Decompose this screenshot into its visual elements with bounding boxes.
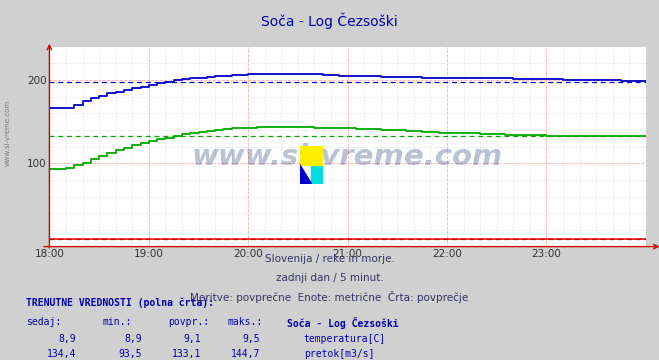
Text: 134,4: 134,4 bbox=[46, 349, 76, 359]
Text: Slovenija / reke in morje.: Slovenija / reke in morje. bbox=[264, 254, 395, 264]
Text: Soča - Log Čezsoški: Soča - Log Čezsoški bbox=[287, 317, 398, 329]
Text: zadnji dan / 5 minut.: zadnji dan / 5 minut. bbox=[275, 273, 384, 283]
Text: 133,1: 133,1 bbox=[171, 349, 201, 359]
Text: 9,1: 9,1 bbox=[183, 334, 201, 344]
Text: www.si-vreme.com: www.si-vreme.com bbox=[192, 143, 503, 171]
Text: TRENUTNE VREDNOSTI (polna črta):: TRENUTNE VREDNOSTI (polna črta): bbox=[26, 297, 214, 307]
Polygon shape bbox=[300, 165, 312, 184]
Text: temperatura[C]: temperatura[C] bbox=[304, 334, 386, 344]
Text: Meritve: povprečne  Enote: metrične  Črta: povprečje: Meritve: povprečne Enote: metrične Črta:… bbox=[190, 291, 469, 303]
Text: min.:: min.: bbox=[102, 317, 132, 327]
Text: Soča - Log Čezsoški: Soča - Log Čezsoški bbox=[261, 13, 398, 29]
Text: maks.:: maks.: bbox=[227, 317, 262, 327]
Text: 9,5: 9,5 bbox=[243, 334, 260, 344]
Text: 93,5: 93,5 bbox=[118, 349, 142, 359]
Bar bbox=[300, 146, 312, 165]
Text: pretok[m3/s]: pretok[m3/s] bbox=[304, 349, 374, 359]
Text: www.si-vreme.com: www.si-vreme.com bbox=[5, 100, 11, 166]
Text: sedaj:: sedaj: bbox=[26, 317, 61, 327]
Text: povpr.:: povpr.: bbox=[168, 317, 209, 327]
Text: 144,7: 144,7 bbox=[231, 349, 260, 359]
Bar bbox=[312, 165, 323, 184]
Polygon shape bbox=[312, 146, 323, 165]
Text: 8,9: 8,9 bbox=[124, 334, 142, 344]
Text: 8,9: 8,9 bbox=[58, 334, 76, 344]
